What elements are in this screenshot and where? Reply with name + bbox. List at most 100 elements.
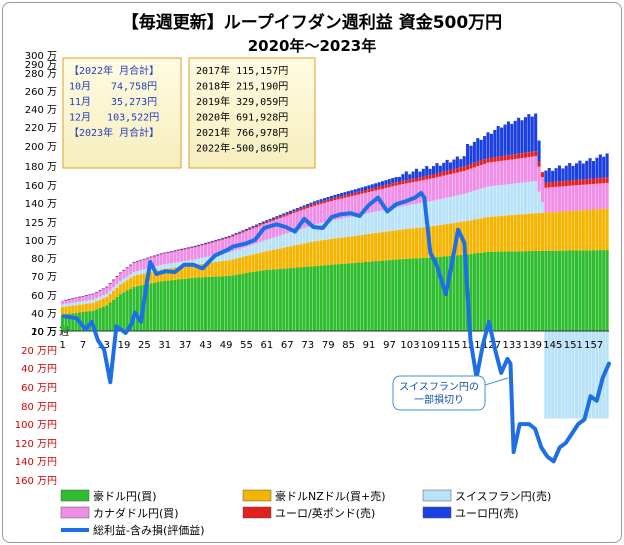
bar-segment bbox=[217, 240, 221, 255]
bar-segment bbox=[125, 267, 129, 269]
bar-segment bbox=[292, 231, 296, 246]
bar-segment bbox=[95, 309, 99, 331]
bar-segment bbox=[523, 214, 527, 252]
bar-segment bbox=[489, 162, 493, 187]
bar-segment bbox=[551, 250, 555, 331]
bar-segment bbox=[479, 188, 483, 219]
bar-segment bbox=[503, 251, 507, 331]
bar-segment bbox=[180, 279, 184, 331]
legend-swatch bbox=[422, 489, 452, 502]
bar-segment bbox=[588, 158, 592, 179]
bar-segment bbox=[316, 265, 320, 331]
bar-segment bbox=[483, 252, 487, 331]
bar-segment bbox=[571, 165, 575, 181]
bar-segment bbox=[169, 251, 173, 252]
bar-segment bbox=[581, 163, 585, 180]
bar-segment bbox=[411, 171, 415, 179]
bar-segment bbox=[503, 160, 507, 185]
bar-segment bbox=[176, 262, 180, 268]
bar-segment bbox=[105, 293, 109, 297]
bar-segment bbox=[489, 216, 493, 252]
bar-segment bbox=[278, 214, 282, 217]
bar-segment bbox=[231, 234, 235, 236]
legend-label: ユーロ円(売) bbox=[455, 507, 519, 520]
bar-segment bbox=[445, 170, 449, 175]
bar-segment bbox=[367, 261, 371, 331]
bar-segment bbox=[88, 311, 92, 331]
bar-segment bbox=[95, 298, 99, 302]
bar-segment bbox=[500, 160, 504, 185]
bar-segment bbox=[394, 177, 398, 183]
bar-segment bbox=[404, 229, 408, 259]
bar-segment bbox=[557, 181, 561, 187]
bar-segment bbox=[329, 198, 333, 201]
bar-segment bbox=[350, 216, 354, 237]
bar-segment bbox=[517, 251, 521, 331]
bar-segment bbox=[340, 263, 344, 331]
bar-segment bbox=[183, 248, 187, 249]
bar-segment bbox=[149, 271, 153, 284]
bar-segment bbox=[438, 225, 442, 257]
bar-segment bbox=[401, 206, 405, 230]
bar-segment bbox=[203, 257, 208, 264]
bar-segment bbox=[571, 180, 575, 186]
bar-segment bbox=[74, 302, 78, 306]
bar-segment bbox=[312, 224, 316, 242]
x-tick-label: 79 bbox=[322, 340, 335, 351]
bar-segment bbox=[224, 260, 228, 276]
bar-segment bbox=[363, 234, 367, 262]
bar-segment bbox=[360, 190, 364, 194]
bar-segment bbox=[346, 196, 350, 218]
bar-segment bbox=[483, 217, 487, 253]
bar-segment bbox=[469, 145, 473, 164]
bar-segment bbox=[517, 117, 521, 154]
bar-segment bbox=[408, 204, 412, 229]
bar-segment bbox=[510, 183, 514, 216]
bar-segment bbox=[591, 161, 596, 179]
bar-segment bbox=[289, 246, 293, 269]
bar-segment bbox=[159, 281, 163, 331]
bar-segment bbox=[78, 301, 82, 305]
bar-segment bbox=[370, 184, 374, 189]
bar-segment bbox=[421, 168, 425, 177]
bar-segment bbox=[598, 209, 602, 251]
bar-segment bbox=[139, 259, 143, 261]
bar-segment bbox=[302, 207, 306, 210]
bar-segment bbox=[408, 228, 412, 259]
bar-segment bbox=[244, 230, 248, 232]
bar-segment bbox=[84, 303, 88, 312]
bar-segment bbox=[564, 165, 568, 181]
bar-segment bbox=[496, 251, 500, 331]
bar-segment bbox=[489, 186, 493, 217]
bar-segment bbox=[152, 271, 156, 283]
bar-segment bbox=[384, 184, 388, 188]
bar-segment bbox=[309, 266, 313, 331]
bar-segment bbox=[125, 276, 129, 281]
bar-segment bbox=[425, 166, 429, 176]
x-axis-unit-label: 週 bbox=[59, 326, 69, 338]
bar-segment bbox=[312, 203, 316, 206]
bar-segment bbox=[391, 186, 395, 209]
bar-segment bbox=[333, 238, 337, 265]
bar-segment bbox=[146, 284, 150, 331]
bar-segment bbox=[71, 302, 75, 306]
bar-segment bbox=[523, 157, 527, 183]
bar-segment bbox=[95, 292, 99, 299]
bar-segment bbox=[554, 250, 558, 331]
bar-segment bbox=[248, 255, 252, 273]
bar-segment bbox=[203, 243, 208, 245]
bar-segment bbox=[384, 209, 388, 232]
bar-segment bbox=[397, 259, 402, 331]
bar-segment bbox=[231, 236, 235, 252]
bar-segment bbox=[363, 192, 367, 214]
bar-segment bbox=[520, 120, 524, 154]
bar-segment bbox=[568, 250, 572, 331]
bar-segment bbox=[442, 175, 446, 199]
bar-segment bbox=[394, 207, 398, 231]
bar-segment bbox=[152, 256, 156, 267]
bar-segment bbox=[459, 254, 463, 331]
bar-segment bbox=[404, 258, 408, 331]
bar-segment bbox=[91, 293, 95, 295]
bar-segment bbox=[564, 186, 568, 212]
bar-segment bbox=[139, 270, 143, 275]
